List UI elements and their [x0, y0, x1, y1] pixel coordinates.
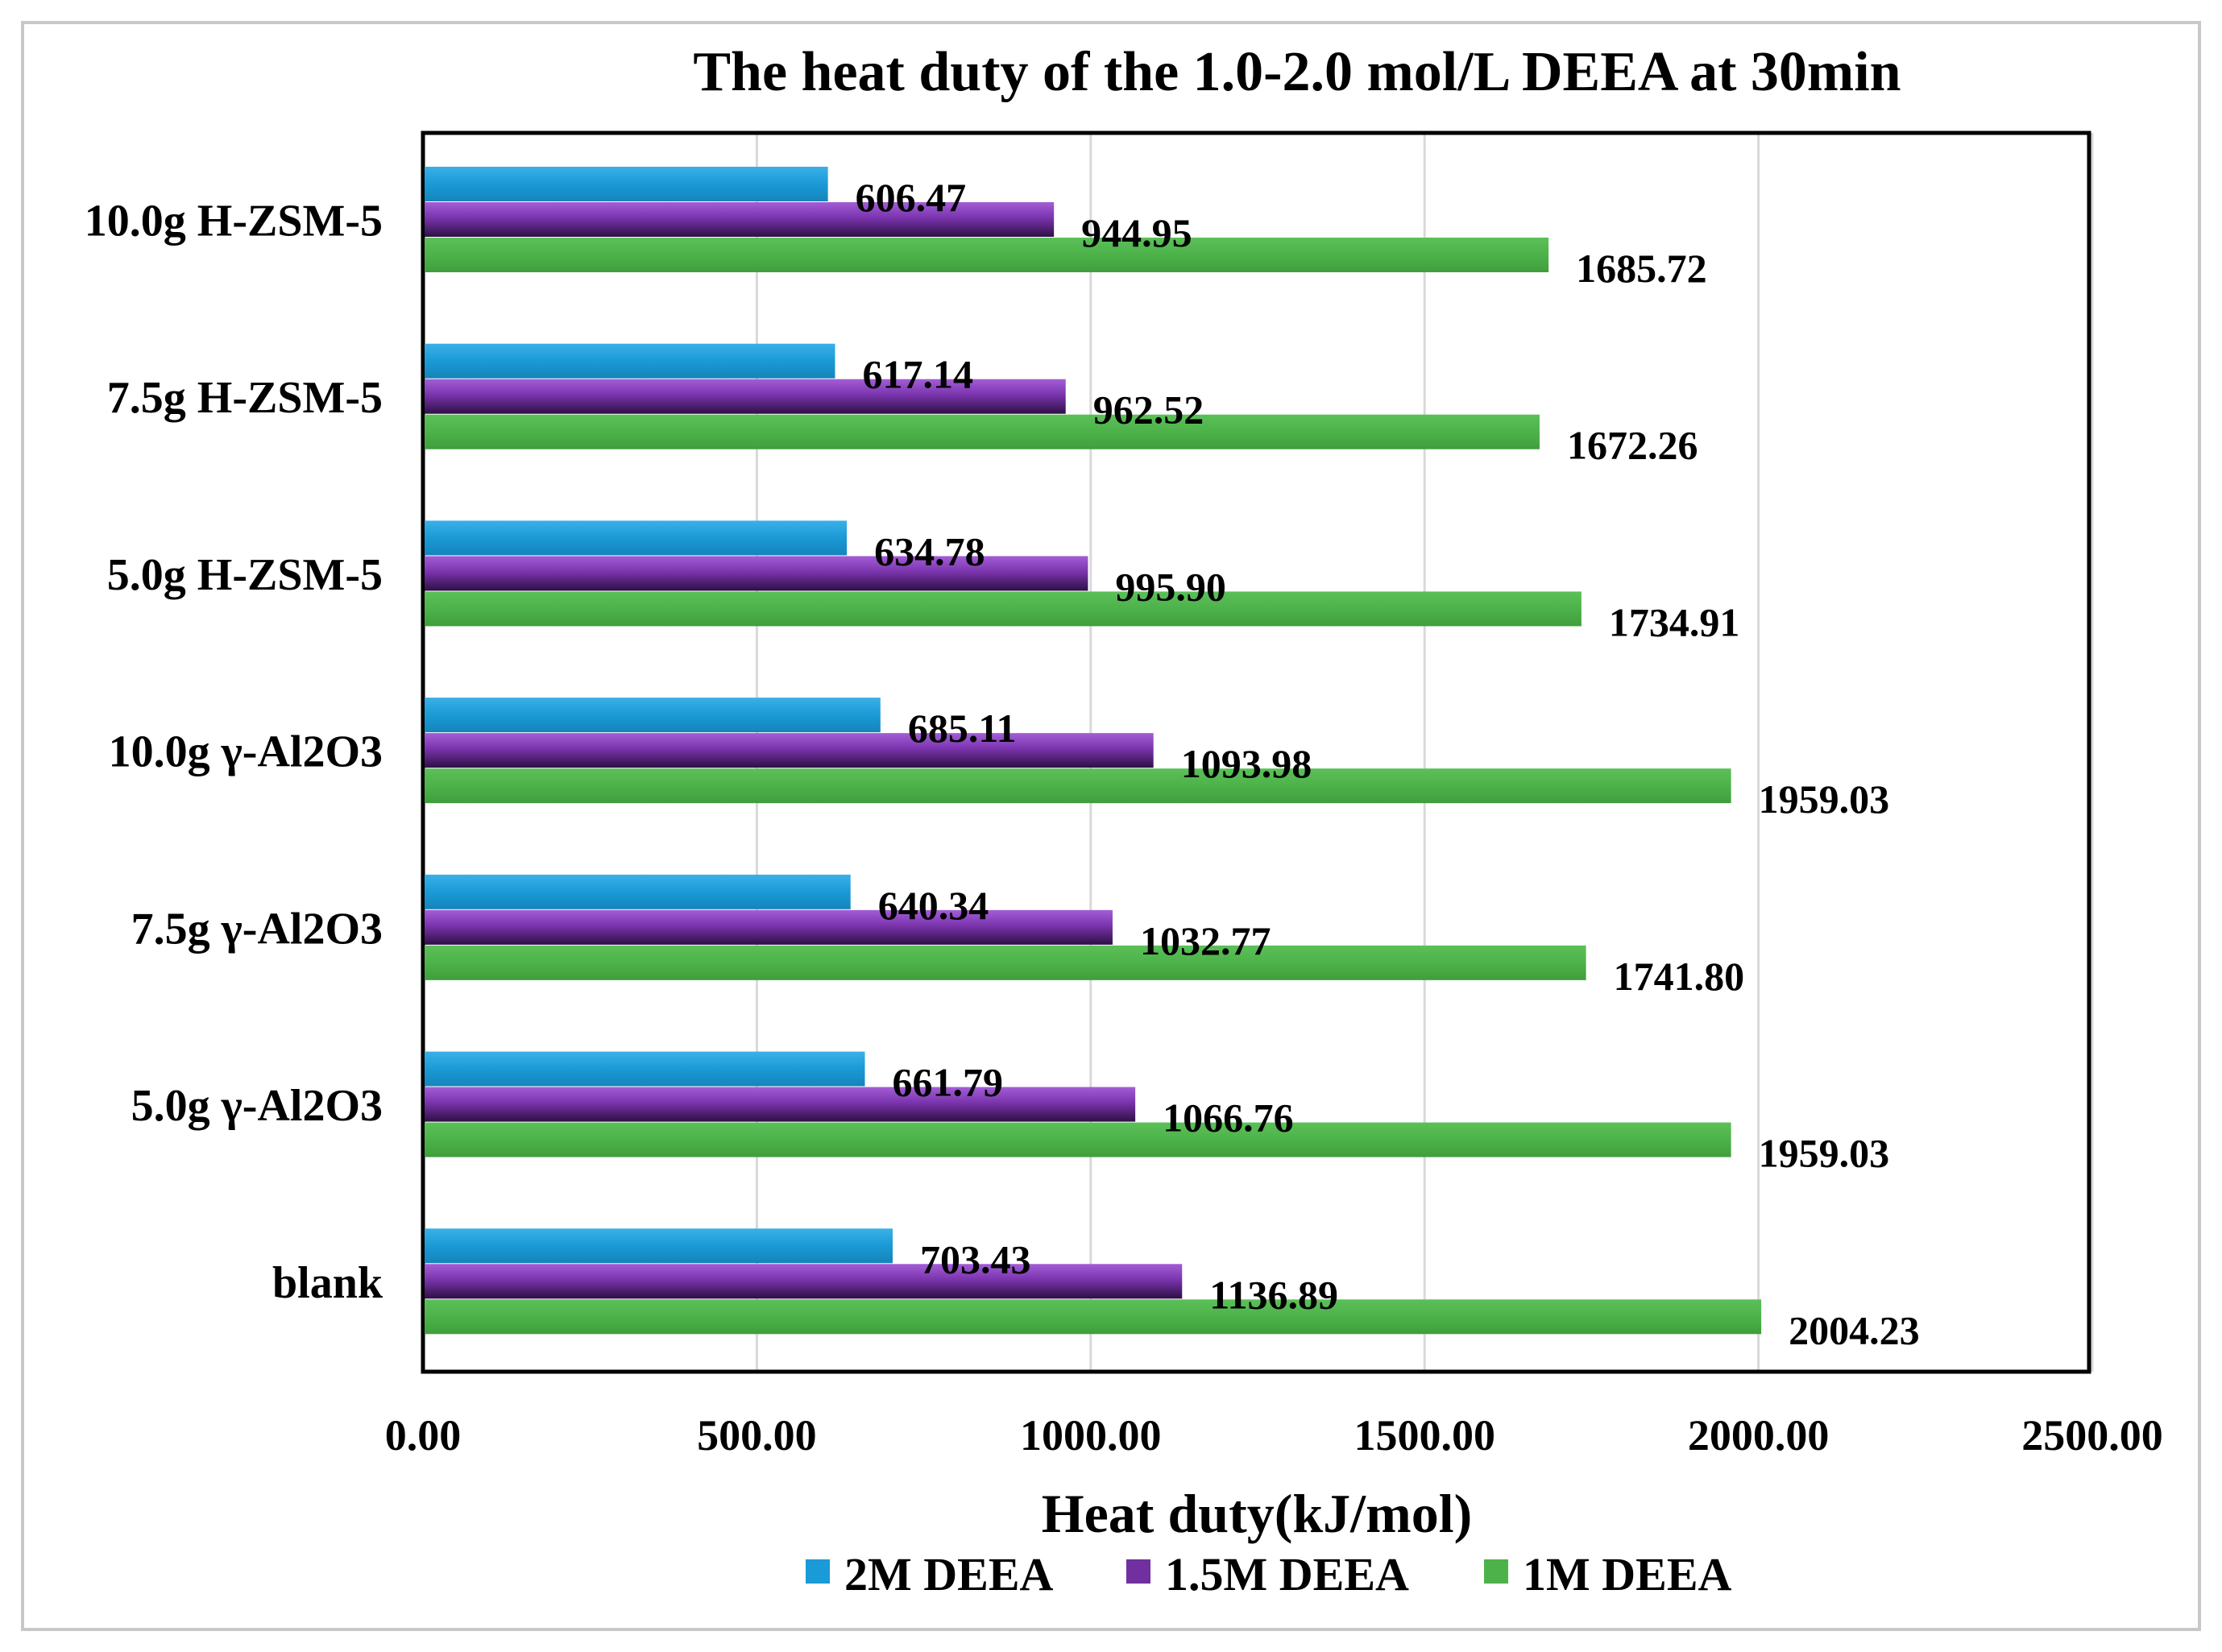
category-label: 10.0g γ-Al2O3	[109, 727, 383, 777]
bar	[425, 698, 881, 733]
category-label: 5.0g H-ZSM-5	[107, 550, 383, 600]
x-tick-label: 500.00	[697, 1411, 817, 1459]
category-label: blank	[272, 1258, 383, 1308]
data-label: 685.11	[908, 706, 1017, 751]
data-label: 661.79	[892, 1060, 1003, 1105]
bar	[425, 591, 1582, 627]
data-label: 1093.98	[1181, 741, 1312, 786]
bar	[425, 1264, 1183, 1299]
data-label: 634.78	[874, 528, 985, 573]
category-labels: 10.0g H-ZSM-5 7.5g H-ZSM-5 5.0g H-ZSM-5 10.…	[85, 197, 383, 1308]
legend: 2M DEEA 1.5M DEEA 1M DEEA	[806, 1548, 1732, 1600]
x-tick-labels: 0.00 500.00 1000.00 1500.00 2000.00 2500.00	[385, 1411, 2163, 1459]
bar	[425, 768, 1731, 804]
data-label: 1136.89	[1209, 1272, 1338, 1317]
x-tick-label: 1500.00	[1354, 1411, 1495, 1459]
legend-label: 1.5M DEEA	[1165, 1548, 1409, 1600]
x-axis-title: Heat duty(kJ/mol)	[1042, 1483, 1473, 1544]
data-label: 1685.72	[1576, 246, 1707, 291]
bar	[425, 1087, 1136, 1122]
data-label: 1672.26	[1567, 423, 1698, 468]
data-label: 1741.80	[1614, 954, 1745, 999]
outer-frame	[21, 21, 2201, 1631]
bar	[425, 1299, 1762, 1335]
legend-label: 2M DEEA	[844, 1548, 1054, 1600]
data-label: 1032.77	[1140, 918, 1271, 963]
data-label: 962.52	[1093, 387, 1204, 433]
bar	[425, 1122, 1731, 1157]
data-label: 1734.91	[1609, 599, 1740, 644]
bar	[425, 379, 1066, 414]
bars	[425, 167, 1762, 1335]
data-label: 1066.76	[1163, 1095, 1294, 1141]
data-label: 617.14	[862, 352, 973, 397]
data-label: 2004.23	[1789, 1307, 1920, 1352]
bar	[425, 343, 835, 379]
legend-swatch	[1484, 1559, 1508, 1584]
legend-swatch	[1126, 1559, 1150, 1584]
data-label: 1959.03	[1759, 776, 1890, 822]
data-label: 1959.03	[1759, 1131, 1890, 1176]
bar	[425, 909, 1113, 945]
bar	[425, 556, 1088, 591]
legend-label: 1M DEEA	[1523, 1548, 1732, 1600]
data-label: 606.47	[856, 175, 967, 220]
bar	[425, 1228, 893, 1264]
bar	[425, 238, 1549, 272]
x-tick-label: 2500.00	[2021, 1411, 2163, 1459]
bar	[425, 874, 851, 909]
chart-title: The heat duty of the 1.0-2.0 mol/L DEEA …	[693, 41, 1901, 103]
data-label: 703.43	[920, 1236, 1031, 1281]
category-label: 5.0g γ-Al2O3	[131, 1081, 383, 1131]
legend-swatch	[806, 1559, 830, 1584]
x-tick-label: 0.00	[385, 1411, 462, 1459]
bar	[425, 202, 1055, 237]
bar	[425, 520, 848, 556]
x-tick-label: 1000.00	[1020, 1411, 1162, 1459]
bar	[425, 733, 1154, 768]
bar	[425, 414, 1540, 449]
category-label: 7.5g γ-Al2O3	[131, 904, 383, 954]
bar	[425, 167, 828, 201]
bar	[425, 945, 1586, 980]
data-label: 944.95	[1081, 210, 1192, 255]
category-label: 7.5g H-ZSM-5	[107, 373, 383, 423]
data-label: 995.90	[1115, 564, 1226, 609]
data-labels: 606.47 944.95 1685.72 617.14 962.52 1672.26 63…	[856, 175, 1920, 1352]
x-tick-label: 2000.00	[1688, 1411, 1830, 1459]
bar	[425, 1051, 865, 1087]
category-label: 10.0g H-ZSM-5	[85, 197, 383, 246]
data-label: 640.34	[878, 883, 989, 928]
